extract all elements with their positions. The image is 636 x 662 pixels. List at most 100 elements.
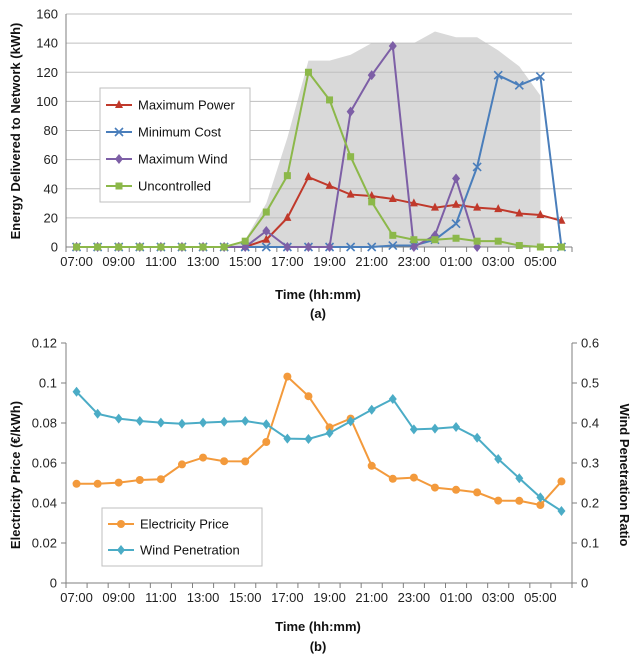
data-point-minimum-cost — [367, 242, 377, 252]
data-point-electricity-price — [177, 460, 186, 469]
data-point-maximum-wind — [452, 173, 461, 184]
data-point-uncontrolled — [452, 234, 460, 242]
data-point-electricity-price — [156, 475, 165, 484]
x-tick-label: 13:00 — [187, 590, 220, 605]
data-point-uncontrolled — [536, 243, 544, 251]
data-point-electricity-price — [452, 485, 461, 494]
data-point-electricity-price — [473, 488, 482, 497]
data-point-wind-penetration — [93, 408, 102, 419]
data-point-uncontrolled — [347, 153, 355, 161]
data-point-wind-penetration — [473, 432, 482, 443]
right-y-tick-label: 0.4 — [581, 416, 599, 431]
data-point-wind-penetration — [430, 423, 439, 434]
capacity-area — [76, 31, 541, 247]
data-point-maximum-power — [473, 202, 482, 211]
data-point-electricity-price — [409, 473, 418, 482]
data-point-electricity-price — [304, 392, 313, 401]
data-point-wind-penetration — [262, 419, 271, 430]
data-point-electricity-price — [557, 477, 566, 486]
legend-item-uncontrolled: Uncontrolled — [106, 179, 211, 194]
data-point-maximum-power — [346, 189, 355, 198]
legend-label: Maximum Wind — [138, 152, 228, 167]
data-point-wind-penetration — [72, 386, 81, 397]
legend-item-maximum-power: Maximum Power — [106, 98, 235, 113]
legend-label: Uncontrolled — [138, 179, 211, 194]
x-tick-label: 01:00 — [440, 590, 473, 605]
data-point-maximum-wind — [283, 242, 292, 252]
series-electricity-price — [72, 372, 566, 509]
y-tick-label: 140 — [36, 36, 58, 51]
data-point-wind-penetration — [177, 418, 186, 429]
x-tick-label: 23:00 — [398, 590, 431, 605]
data-point-wind-penetration — [220, 416, 229, 427]
data-point-electricity-price — [430, 483, 439, 492]
legend-label: Minimum Cost — [138, 125, 221, 140]
x-tick-label: 21:00 — [355, 254, 388, 269]
data-point-wind-penetration — [494, 454, 503, 464]
data-point-electricity-price — [494, 496, 503, 505]
chart-panel-b: 0 0.02 0.04 0.06 0.08 0.1 0.12 0 0.1 0.2 0.3 0.4 0.5… — [8, 336, 632, 655]
data-point-maximum-power — [515, 208, 524, 217]
left-y-tick-label: 0.06 — [32, 456, 57, 471]
x-tick-label: 19:00 — [313, 254, 346, 269]
data-point-electricity-price — [388, 474, 397, 483]
data-point-maximum-power — [388, 193, 397, 202]
data-point-wind-penetration — [367, 404, 376, 415]
panel-a-x-axis-title: Time (hh:mm) — [275, 287, 361, 302]
data-point-uncontrolled — [389, 231, 397, 239]
series-line-uncontrolled — [76, 69, 562, 248]
data-point-electricity-price — [515, 496, 524, 505]
data-point-uncontrolled — [241, 237, 249, 245]
x-tick-label: 15:00 — [229, 254, 262, 269]
x-tick-label: 21:00 — [355, 590, 388, 605]
data-point-maximum-power — [452, 199, 461, 208]
x-tick-label: 09:00 — [102, 254, 135, 269]
data-point-wind-penetration — [536, 492, 545, 503]
y-tick-label: 40 — [44, 181, 58, 196]
legend-box — [101, 507, 263, 567]
data-point-maximum-power — [262, 234, 271, 243]
data-point-uncontrolled — [368, 198, 376, 206]
legend-item-maximum-wind: Maximum Wind — [106, 152, 228, 167]
x-tick-label: 05:00 — [524, 590, 557, 605]
legend-item-minimum-cost: Minimum Cost — [106, 125, 221, 140]
chart-panel-a: 0 20 40 60 80 100 120 140 160 07:00 09:00 11:00 13:0… — [8, 7, 573, 321]
legend-item-wind-penetration: Wind Penetration — [108, 543, 240, 558]
data-point-wind-penetration — [114, 413, 123, 424]
legend-box — [99, 87, 251, 203]
series-wind-penetration — [72, 386, 566, 516]
data-point-wind-penetration — [135, 416, 144, 426]
y-tick-label: 120 — [36, 65, 58, 80]
series-line-electricity-price — [76, 374, 563, 507]
data-point-maximum-power — [409, 198, 418, 207]
data-point-uncontrolled — [494, 237, 502, 245]
data-point-uncontrolled — [199, 243, 207, 251]
series-uncontrolled — [73, 68, 565, 251]
data-point-maximum-wind — [346, 106, 355, 117]
data-point-uncontrolled — [262, 208, 270, 216]
x-tick-label: 03:00 — [482, 254, 515, 269]
left-y-tick-label: 0.02 — [32, 536, 57, 551]
x-tick-label: 05:00 — [524, 254, 557, 269]
data-point-wind-penetration — [199, 417, 208, 428]
y-tick-label: 80 — [44, 123, 58, 138]
panel-b-left-y-axis-title: Electricity Price (€/kWh) — [8, 401, 23, 549]
data-point-wind-penetration — [388, 394, 397, 404]
legend-label: Maximum Power — [138, 98, 235, 113]
data-point-maximum-power — [536, 209, 545, 218]
data-point-maximum-power — [325, 180, 334, 189]
legend-swatch-marker — [114, 127, 124, 137]
data-point-minimum-cost — [346, 242, 356, 252]
data-point-uncontrolled — [326, 96, 334, 104]
left-y-tick-label: 0.08 — [32, 416, 57, 431]
data-point-maximum-power — [430, 202, 439, 211]
y-tick-label: 20 — [44, 210, 58, 225]
data-point-uncontrolled — [115, 243, 123, 251]
y-tick-label: 0 — [51, 240, 58, 255]
legend-item-electricity-price: Electricity Price — [108, 517, 229, 532]
x-tick-label: 03:00 — [482, 590, 515, 605]
data-point-uncontrolled — [283, 172, 291, 180]
data-point-uncontrolled — [473, 237, 481, 245]
legend-swatch-marker — [117, 520, 125, 528]
legend-swatch-marker — [117, 545, 125, 555]
